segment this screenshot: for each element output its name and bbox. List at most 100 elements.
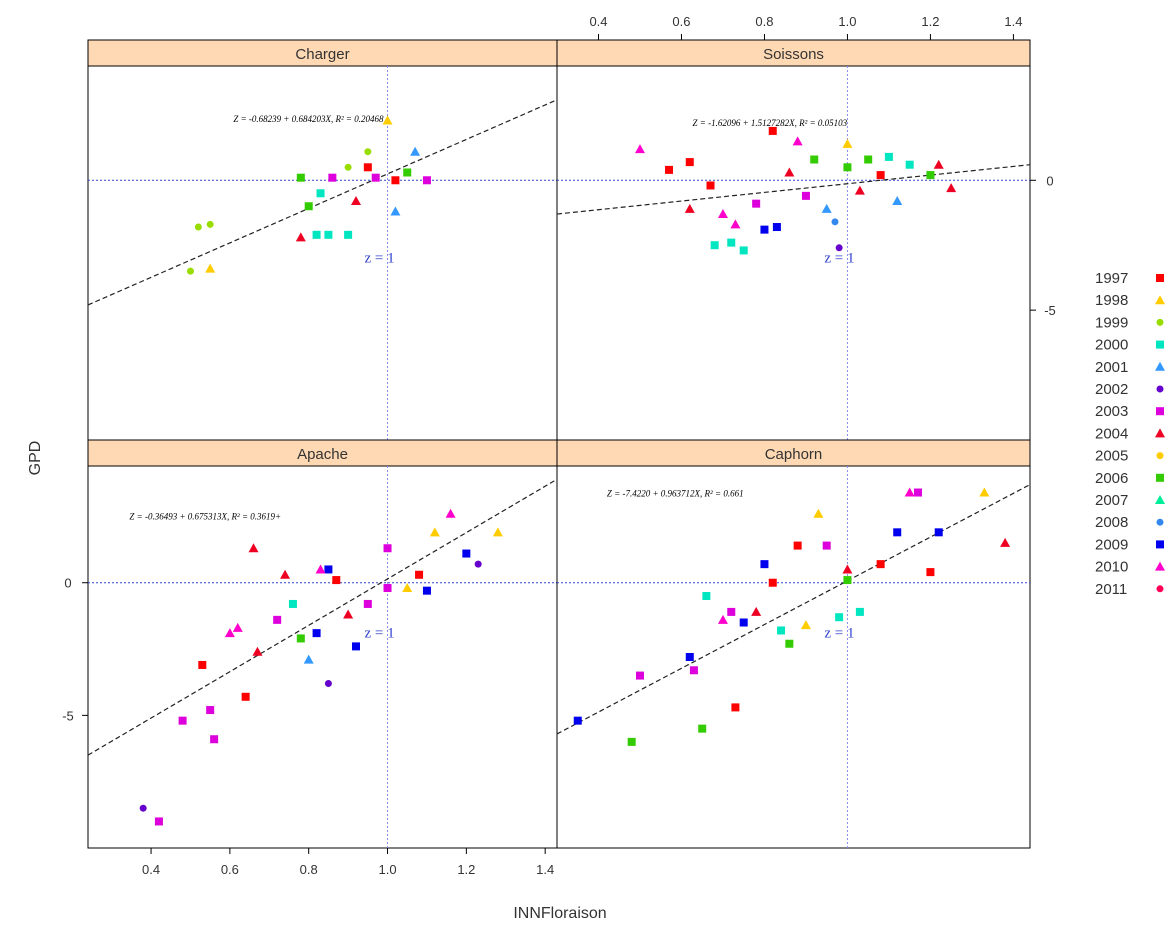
point [926, 171, 935, 180]
point [831, 218, 839, 226]
point [232, 622, 243, 632]
legend-label: 1997 [1095, 270, 1128, 287]
legend-marker [1156, 585, 1164, 593]
point [1000, 537, 1011, 547]
point [876, 171, 885, 180]
point [684, 203, 695, 213]
point [324, 230, 333, 239]
legend-label: 2005 [1095, 448, 1128, 465]
point [363, 163, 372, 172]
x-tick-label: 0.8 [755, 14, 773, 29]
strip [556, 39, 1031, 67]
x-axis-label: INNFloraison [513, 905, 606, 922]
point [843, 576, 852, 585]
legend-marker [1156, 274, 1164, 282]
fit-line [556, 164, 1031, 215]
point [154, 817, 163, 826]
point [445, 508, 456, 518]
point [344, 230, 353, 239]
point [926, 568, 935, 577]
legend-label: 2001 [1095, 359, 1128, 376]
point [892, 196, 903, 206]
point [248, 543, 259, 553]
point [198, 660, 207, 669]
x-tick-label: 0.8 [300, 862, 318, 877]
x-tick-label: 1.0 [378, 862, 396, 877]
point [752, 199, 761, 208]
legend-marker [1156, 452, 1164, 460]
point [739, 618, 748, 627]
legend-marker [1155, 428, 1165, 438]
x-tick-label: 1.0 [838, 14, 856, 29]
legend-label: 2004 [1095, 425, 1128, 442]
point [324, 565, 333, 574]
point [382, 115, 393, 125]
legend-marker [1156, 318, 1164, 326]
equation: Z = -0.36493 + 0.675313X, R² = 0.3619+ [129, 511, 281, 521]
reference-label: z = 1 [364, 250, 394, 266]
point [273, 615, 282, 624]
point [295, 232, 306, 242]
fit-line [87, 99, 558, 306]
point [777, 626, 786, 635]
point [206, 220, 214, 228]
point [224, 628, 235, 638]
point [304, 202, 313, 211]
point [186, 267, 194, 275]
point [739, 246, 748, 255]
point [821, 203, 832, 213]
strip-title: Caphorn [765, 446, 823, 463]
point [768, 126, 777, 135]
point [731, 703, 740, 712]
legend-marker [1155, 495, 1165, 504]
point [835, 613, 844, 622]
x-tick-label: 0.6 [221, 862, 239, 877]
point [717, 209, 728, 219]
point [685, 158, 694, 167]
point [344, 163, 352, 171]
point [855, 607, 864, 616]
point [842, 564, 853, 574]
legend-label: 2009 [1095, 536, 1128, 553]
point [205, 263, 216, 273]
point [810, 155, 819, 164]
point [415, 570, 424, 579]
point [801, 191, 810, 200]
point [296, 634, 305, 643]
point [665, 165, 674, 174]
point [933, 159, 944, 169]
legend-label: 2002 [1095, 381, 1128, 398]
legend-label: 1999 [1095, 314, 1128, 331]
point [785, 639, 794, 648]
point [316, 189, 325, 198]
x-tick-label: 0.4 [142, 862, 160, 877]
legend-label: 2007 [1095, 492, 1128, 509]
x-tick-label: 1.4 [1004, 14, 1022, 29]
point [760, 560, 769, 569]
point [946, 183, 957, 193]
point [280, 569, 291, 579]
point [410, 146, 421, 156]
strip [87, 39, 558, 67]
point [768, 578, 777, 587]
point [635, 671, 644, 680]
point [312, 230, 321, 239]
point [979, 487, 990, 497]
strip [556, 439, 1031, 467]
reference-label: z = 1 [824, 626, 854, 642]
point [772, 223, 781, 232]
reference-label: z = 1 [824, 250, 854, 266]
point [727, 607, 736, 616]
strip-title: Apache [297, 446, 348, 463]
point [474, 560, 482, 568]
point [315, 564, 326, 574]
legend-label: 2000 [1095, 337, 1128, 354]
point [210, 735, 219, 744]
legend-marker [1156, 385, 1164, 393]
legend-marker [1155, 295, 1165, 305]
x-tick-label: 1.2 [457, 862, 475, 877]
x-tick-label: 1.4 [536, 862, 554, 877]
point [717, 614, 728, 624]
point [727, 238, 736, 247]
